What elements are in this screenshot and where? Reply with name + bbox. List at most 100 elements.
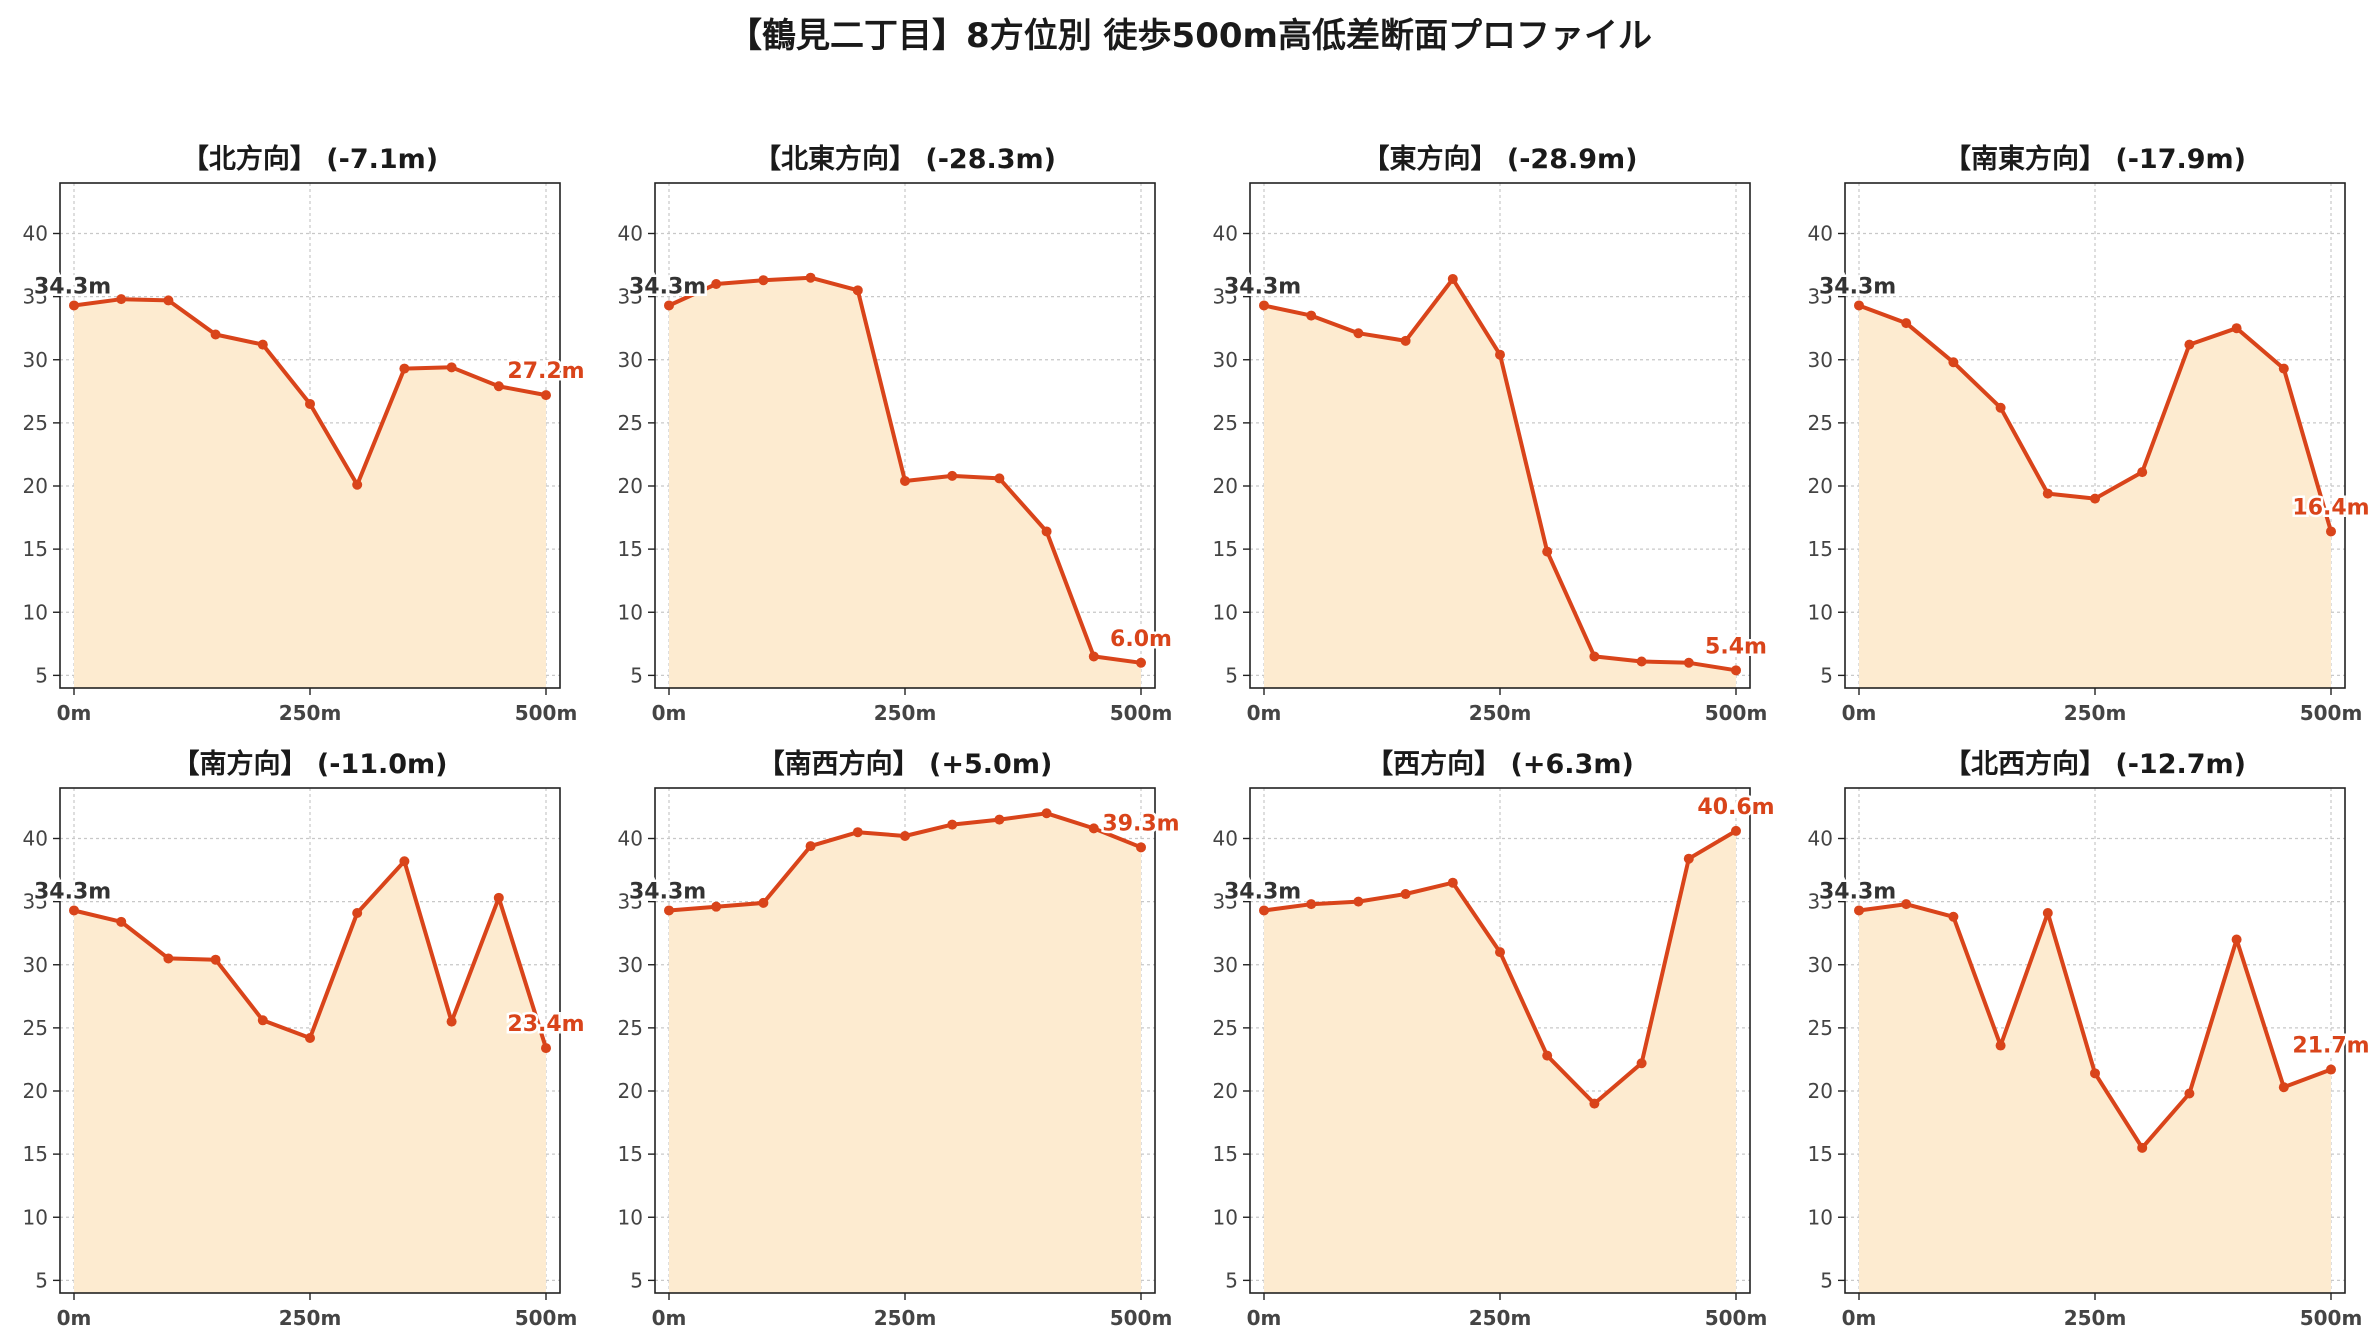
- y-tick-label: 25: [1808, 1016, 1833, 1040]
- data-point: [1041, 808, 1052, 819]
- x-tick-label: 250m: [874, 701, 937, 725]
- data-point: [257, 339, 268, 350]
- data-point: [1353, 896, 1364, 907]
- y-tick-label: 10: [23, 1205, 48, 1229]
- y-tick-label: 20: [1808, 474, 1833, 498]
- x-tick-label: 500m: [2300, 1306, 2363, 1330]
- data-point: [1495, 947, 1505, 958]
- elevation-area: [1859, 305, 2331, 688]
- data-point: [163, 953, 174, 964]
- y-tick-label: 5: [1820, 663, 1833, 687]
- data-point: [711, 901, 722, 912]
- subplot-5: 【南方向】 (-11.0m) 5 10 15 20 25 30 35 40 0m 250m 500m 3…: [23, 748, 588, 1330]
- data-point: [1306, 899, 1317, 910]
- data-point: [2090, 493, 2100, 504]
- elevation-area: [74, 861, 546, 1293]
- y-tick-label: 5: [630, 1268, 643, 1292]
- start-elevation-label: 34.3m: [34, 274, 111, 299]
- start-elevation-label: 34.3m: [34, 879, 111, 904]
- data-point: [2184, 1088, 2195, 1099]
- y-tick-label: 40: [23, 827, 48, 851]
- data-point: [210, 954, 221, 965]
- end-elevation-label: 6.0m: [1110, 627, 1172, 652]
- start-elevation-label: 34.3m: [1819, 274, 1896, 299]
- data-point: [758, 897, 769, 908]
- y-tick-label: 35: [1213, 890, 1238, 914]
- data-point: [399, 363, 410, 374]
- y-tick-label: 35: [1213, 285, 1238, 309]
- data-point: [1731, 825, 1741, 836]
- y-tick-label: 10: [1808, 600, 1833, 624]
- y-tick-label: 30: [23, 953, 48, 977]
- y-tick-label: 35: [1808, 890, 1833, 914]
- data-point: [541, 1043, 551, 1054]
- data-point: [1636, 656, 1647, 667]
- x-tick-label: 500m: [515, 1306, 578, 1330]
- data-point: [664, 905, 674, 916]
- data-point: [1259, 300, 1269, 311]
- data-point: [446, 1016, 457, 1027]
- y-tick-label: 25: [23, 411, 48, 435]
- data-point: [541, 390, 551, 401]
- subplot-title: 【南東方向】 (-17.9m): [1944, 143, 2246, 175]
- y-tick-label: 5: [630, 663, 643, 687]
- data-point: [711, 279, 722, 289]
- y-tick-label: 20: [618, 1079, 643, 1103]
- data-point: [1731, 665, 1741, 676]
- x-tick-label: 500m: [515, 701, 578, 725]
- x-tick-label: 250m: [874, 1306, 937, 1330]
- data-point: [1854, 905, 1864, 916]
- y-tick-label: 25: [1808, 411, 1833, 435]
- x-tick-label: 0m: [1247, 701, 1282, 725]
- x-tick-label: 250m: [1469, 1306, 1532, 1330]
- data-point: [1400, 335, 1411, 346]
- data-point: [1854, 300, 1864, 311]
- elevation-area: [1859, 904, 2331, 1293]
- y-tick-label: 40: [23, 222, 48, 246]
- data-point: [2278, 1082, 2289, 1093]
- end-elevation-label: 39.3m: [1102, 811, 1179, 836]
- start-elevation-label: 34.3m: [1819, 879, 1896, 904]
- y-tick-label: 20: [1213, 474, 1238, 498]
- data-point: [2278, 363, 2289, 374]
- data-point: [1589, 651, 1600, 662]
- y-tick-label: 5: [1225, 663, 1238, 687]
- data-point: [2231, 323, 2242, 334]
- data-point: [1259, 905, 1269, 916]
- data-point: [1901, 899, 1912, 910]
- y-tick-label: 15: [1808, 537, 1833, 561]
- y-tick-label: 5: [1225, 1268, 1238, 1292]
- data-point: [352, 479, 363, 490]
- y-tick-label: 30: [23, 348, 48, 372]
- y-tick-label: 35: [23, 285, 48, 309]
- subplot-title: 【北東方向】 (-28.3m): [754, 143, 1056, 175]
- y-tick-label: 5: [35, 663, 48, 687]
- elevation-area: [74, 299, 546, 688]
- subplot-title: 【北西方向】 (-12.7m): [1944, 748, 2246, 780]
- data-point: [1683, 853, 1694, 864]
- data-point: [2184, 339, 2195, 350]
- data-point: [1901, 318, 1912, 329]
- data-point: [805, 272, 816, 283]
- x-tick-label: 500m: [2300, 701, 2363, 725]
- data-point: [2231, 934, 2242, 945]
- y-tick-label: 35: [618, 285, 643, 309]
- subplot-title: 【西方向】 (+6.3m): [1366, 748, 1634, 780]
- elevation-area: [1264, 830, 1736, 1293]
- x-tick-label: 0m: [652, 701, 687, 725]
- x-tick-label: 0m: [1842, 1306, 1877, 1330]
- data-point: [947, 470, 958, 481]
- data-point: [2042, 907, 2053, 918]
- y-tick-label: 10: [618, 600, 643, 624]
- x-tick-label: 500m: [1110, 1306, 1173, 1330]
- y-tick-label: 10: [23, 600, 48, 624]
- y-tick-label: 25: [1213, 411, 1238, 435]
- figure-title: 【鶴見二丁目】8方位別 徒歩500m高低差断面プロファイル: [728, 16, 1652, 56]
- data-point: [305, 1032, 315, 1043]
- data-point: [1088, 823, 1099, 834]
- elevation-area: [1264, 279, 1736, 688]
- start-elevation-label: 34.3m: [629, 879, 706, 904]
- data-point: [210, 329, 221, 340]
- data-point: [1542, 546, 1553, 557]
- subplot-8: 【北西方向】 (-12.7m) 5 10 15 20 25 30 35 40 0m 250m 500m…: [1808, 748, 2373, 1330]
